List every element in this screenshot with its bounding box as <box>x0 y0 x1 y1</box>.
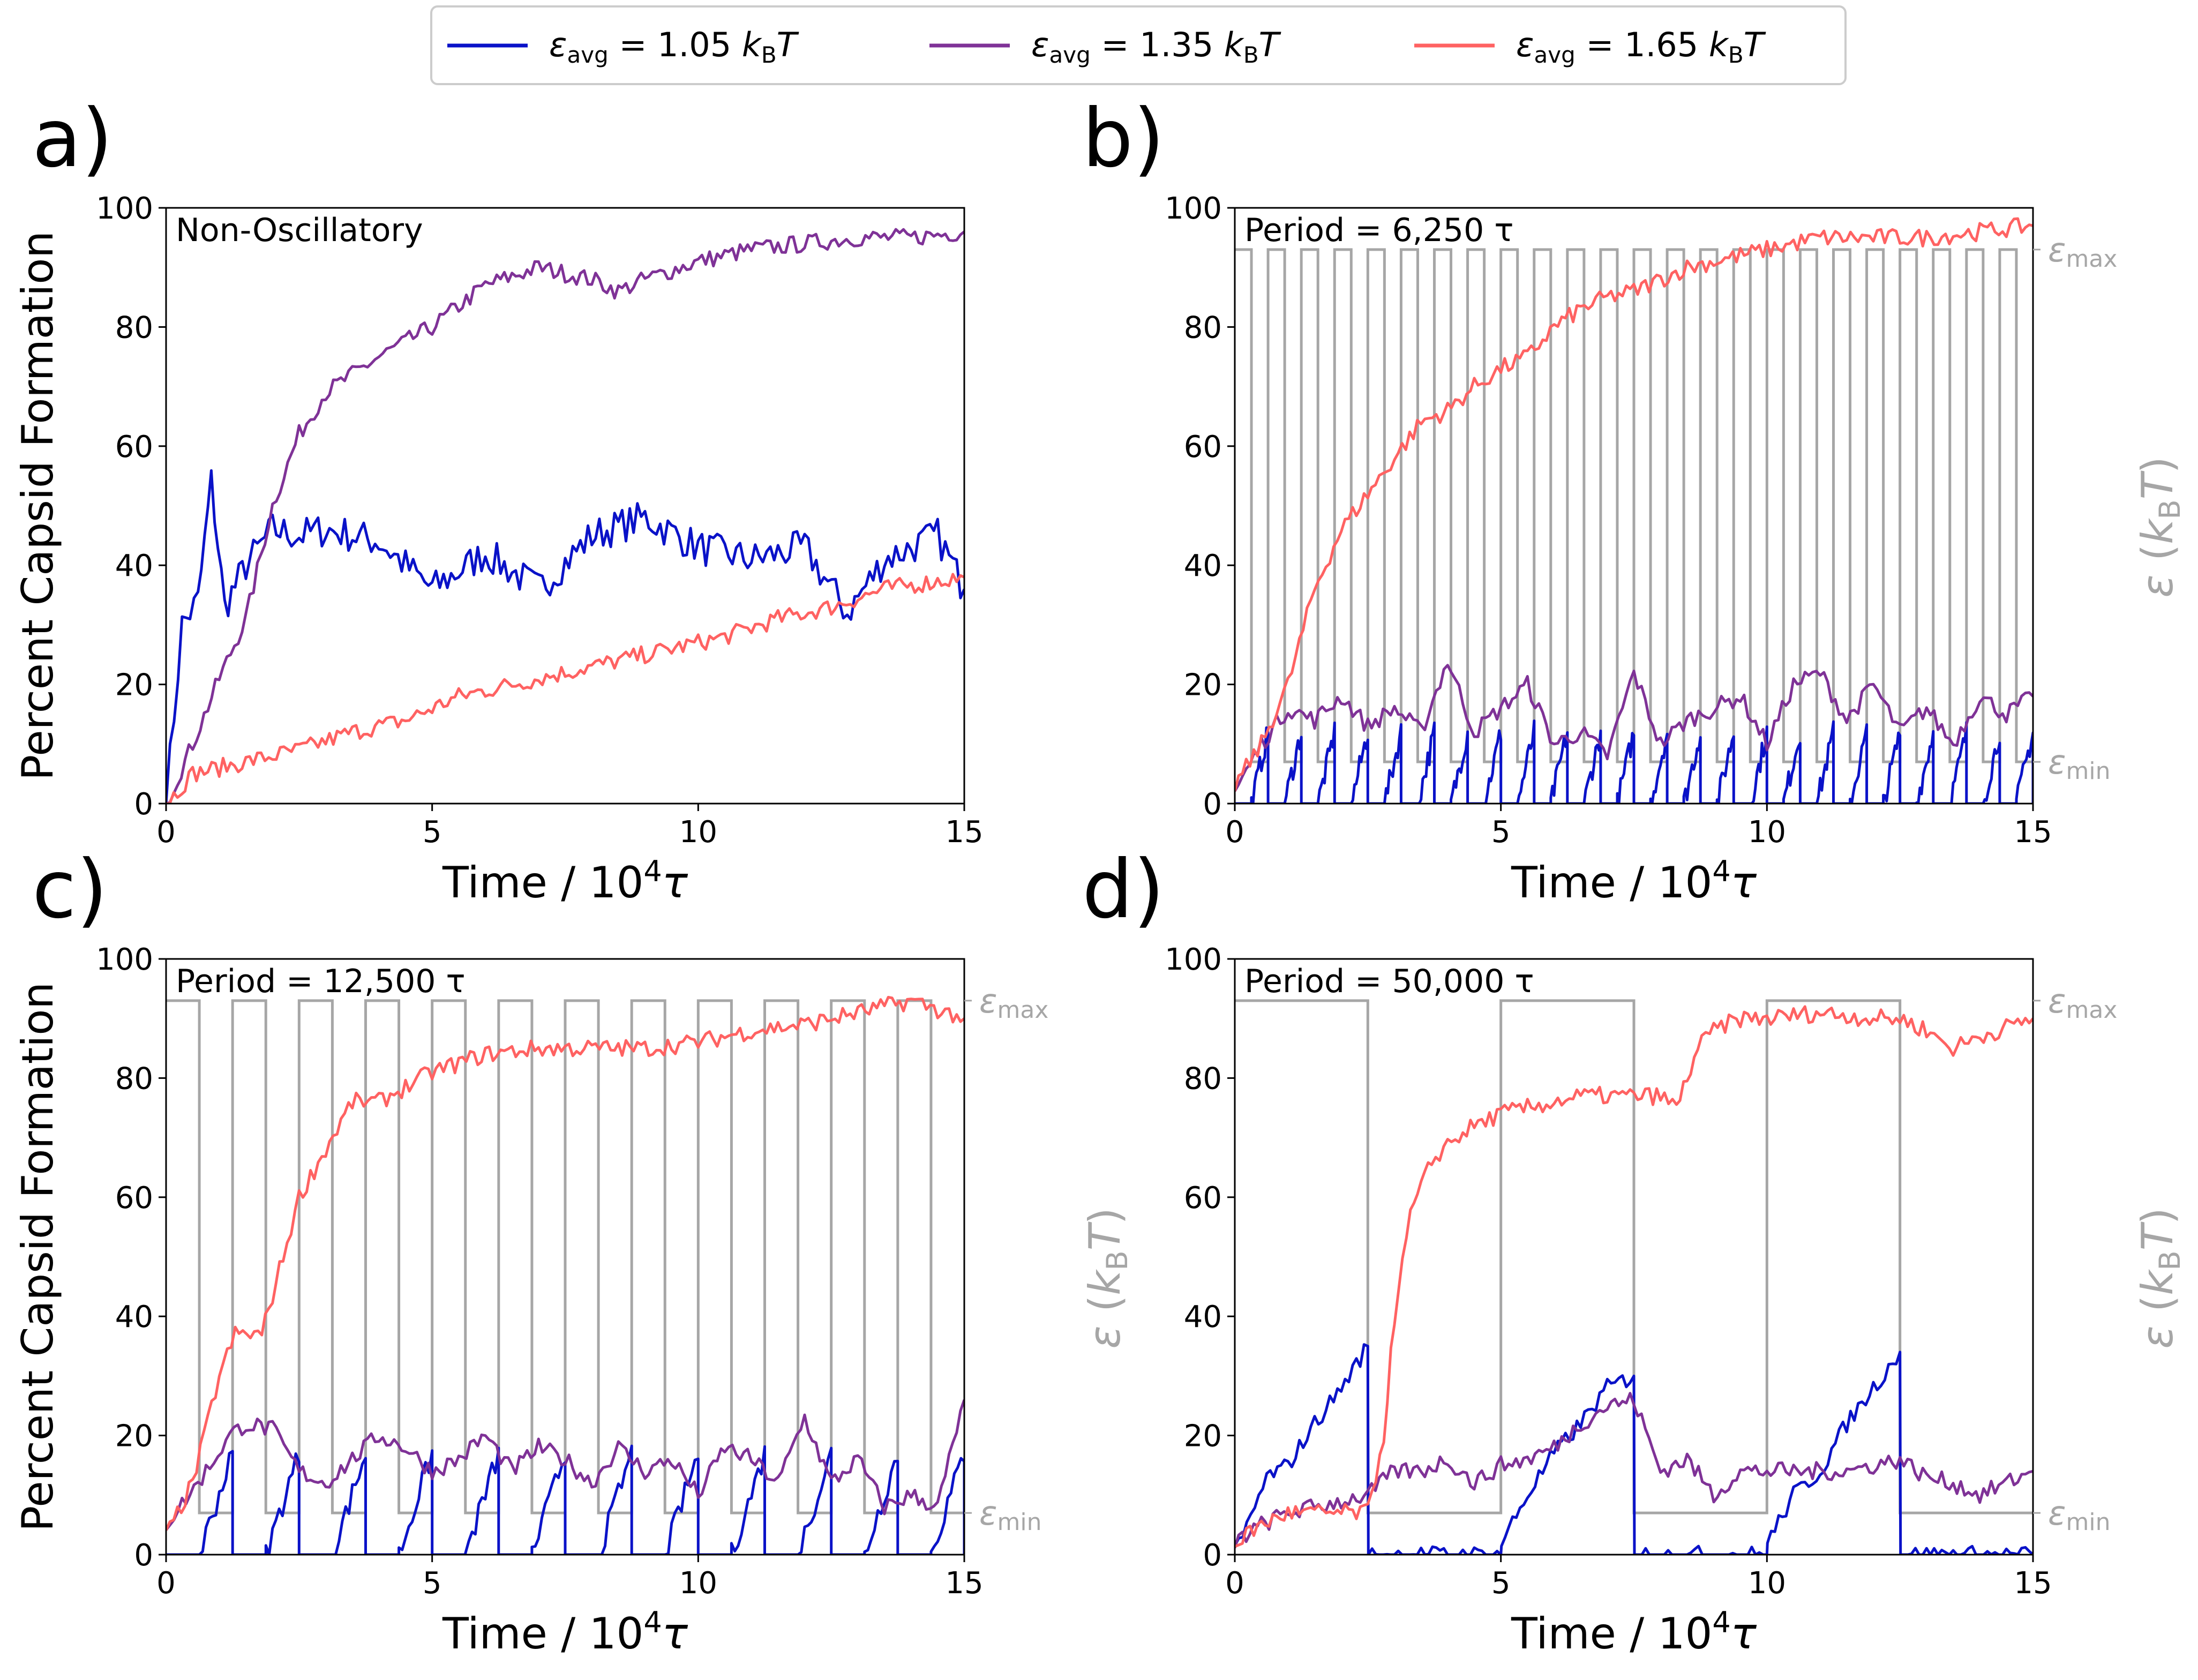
panel-letter: a) <box>32 92 112 185</box>
y-tick-label: 100 <box>1165 191 1222 226</box>
legend-label: εavg = 1.65 kBT <box>1516 25 1766 68</box>
x-tick-label: 0 <box>1225 815 1244 850</box>
y-tick-label: 80 <box>115 310 153 345</box>
square-wave-line <box>1235 248 2033 763</box>
y-tick-label: 0 <box>134 1538 153 1573</box>
axes-frame <box>165 958 965 1556</box>
y-tick-label: 100 <box>96 191 153 226</box>
series-line <box>166 228 964 804</box>
eps-max-label: εmax <box>2048 981 2117 1024</box>
series-line <box>1235 1343 2033 1555</box>
legend-entry: εavg = 1.35 kBT <box>929 25 1281 68</box>
eps-max-label: εmax <box>979 981 1048 1024</box>
x-axis-label: Time / 104τ <box>1511 854 1757 908</box>
x-tick-label: 10 <box>1748 1566 1786 1601</box>
panel-annotation: Period = 50,000 τ <box>1244 963 1534 1000</box>
series-line <box>166 1399 964 1531</box>
y-tick-label: 100 <box>96 942 153 977</box>
y-axis-label: Percent Capsid Formation <box>13 982 63 1532</box>
y-axis-label: Percent Capsid Formation <box>13 231 63 781</box>
series-line <box>1235 217 2033 792</box>
panel-annotation: Period = 12,500 τ <box>176 963 466 1000</box>
panel-c: c) 0 5 10 15 0 20 40 60 80 100 Time / 104τ Percent C… <box>13 843 1134 1659</box>
eps-min-label: εmin <box>2048 1494 2111 1536</box>
y-tick-label: 40 <box>115 549 153 583</box>
y-tick-label: 20 <box>115 668 153 703</box>
plot-area <box>1235 999 2033 1555</box>
y-tick-label: 40 <box>1184 549 1222 583</box>
x-tick-label: 5 <box>423 815 442 850</box>
y-tick-label: 60 <box>115 1181 153 1216</box>
y-tick-label: 0 <box>134 787 153 822</box>
axes-frame <box>165 207 965 805</box>
y-tick-label: 80 <box>1184 310 1222 345</box>
x-tick-label: 0 <box>1225 1566 1244 1601</box>
legend-label: εavg = 1.05 kBT <box>549 25 799 68</box>
eps-max-label: εmax <box>2048 230 2117 273</box>
panel-letter: b) <box>1082 92 1165 185</box>
x-tick-label: 15 <box>2014 1566 2052 1601</box>
x-tick-label: 0 <box>156 1566 176 1601</box>
plot-area <box>166 228 964 804</box>
y-tick-label: 0 <box>1203 787 1222 822</box>
panel-letter: c) <box>32 843 108 936</box>
x-tick-label: 10 <box>679 815 717 850</box>
y-tick-label: 20 <box>1184 1419 1222 1454</box>
plot-area <box>166 996 964 1555</box>
legend-label: εavg = 1.35 kBT <box>1031 25 1281 68</box>
x-axis-label: Time / 104τ <box>1511 1606 1757 1659</box>
panel-d: d) 0 5 10 15 0 20 40 60 80 100 Time / 104τ Period = … <box>1082 843 2187 1659</box>
legend: εavg = 1.05 kBT εavg = 1.35 kBT εavg = 1.6… <box>430 5 1847 85</box>
axes-frame <box>1234 207 2034 805</box>
legend-frame <box>430 5 1847 85</box>
series-line <box>1235 1392 2033 1549</box>
series-line <box>166 469 964 804</box>
y-tick-label: 60 <box>115 430 153 464</box>
legend-entry: εavg = 1.05 kBT <box>447 25 799 68</box>
x-tick-label: 0 <box>156 815 176 850</box>
x-tick-label: 10 <box>679 1566 717 1601</box>
panel-annotation: Period = 6,250 τ <box>1244 212 1513 249</box>
x-tick-label: 10 <box>1748 815 1786 850</box>
x-tick-label: 15 <box>945 1566 983 1601</box>
y-tick-label: 60 <box>1184 1181 1222 1216</box>
x-tick-label: 15 <box>2014 815 2052 850</box>
y-tick-label: 20 <box>115 1419 153 1454</box>
square-wave-line <box>166 999 964 1514</box>
plot-area <box>1235 217 2033 804</box>
eps-min-label: εmin <box>2048 742 2111 785</box>
axes-frame <box>1234 958 2034 1556</box>
eps-min-label: εmin <box>979 1494 1042 1536</box>
y-tick-label: 80 <box>1184 1061 1222 1096</box>
panel-a: a) 0 5 10 15 0 20 40 60 80 100 Time / 104τ Percent C… <box>13 92 984 908</box>
y-tick-label: 60 <box>1184 430 1222 464</box>
series-line <box>1235 1005 2033 1548</box>
x-axis-label: Time / 104τ <box>442 854 688 908</box>
panel-annotation: Non-Oscillatory <box>176 212 423 249</box>
right-axis-label: ε (kBT) <box>2133 1208 2187 1348</box>
series-line <box>166 573 964 804</box>
x-tick-label: 5 <box>423 1566 442 1601</box>
series-line <box>166 1444 964 1555</box>
x-axis-label: Time / 104τ <box>442 1606 688 1659</box>
x-tick-label: 15 <box>945 815 983 850</box>
right-axis-label: ε (kBT) <box>1080 1208 1134 1348</box>
right-axis-label: ε (kBT) <box>2133 456 2187 597</box>
series-line <box>1235 664 2033 792</box>
x-tick-label: 5 <box>1491 1566 1511 1601</box>
y-tick-label: 40 <box>1184 1300 1222 1334</box>
series-line <box>1235 719 2033 804</box>
y-tick-label: 80 <box>115 1061 153 1096</box>
legend-entry: εavg = 1.65 kBT <box>1414 25 1766 68</box>
x-tick-label: 5 <box>1491 815 1511 850</box>
panel-letter: d) <box>1082 843 1165 936</box>
panel-b: b) 0 5 10 15 0 20 40 60 80 100 Time / 104τ Period = … <box>1082 92 2187 908</box>
y-tick-label: 40 <box>115 1300 153 1334</box>
y-tick-label: 0 <box>1203 1538 1222 1573</box>
y-tick-label: 100 <box>1165 942 1222 977</box>
series-line <box>166 996 964 1531</box>
y-tick-label: 20 <box>1184 668 1222 703</box>
